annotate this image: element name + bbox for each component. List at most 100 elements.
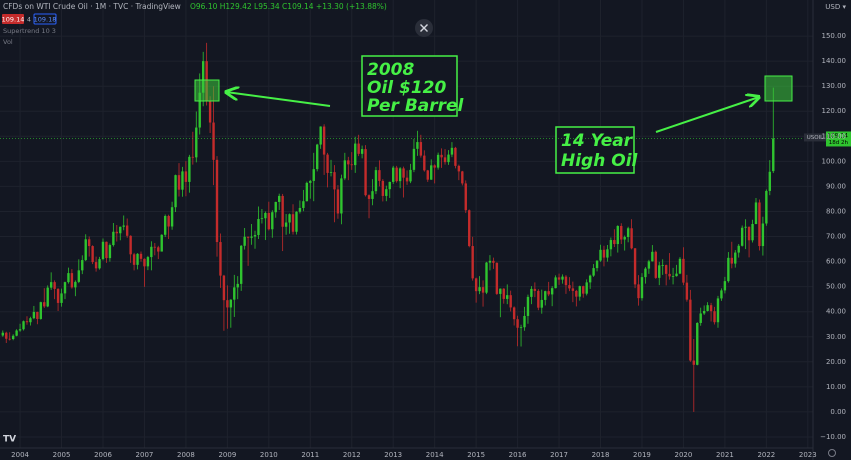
x-tick-label: 2013 xyxy=(384,451,402,459)
candle-body xyxy=(329,172,333,173)
candle-body xyxy=(354,143,357,166)
logo[interactable]: TV xyxy=(3,435,16,445)
candle-body xyxy=(302,201,305,208)
buy-price[interactable]: 109.18 xyxy=(34,16,57,24)
candle-body xyxy=(620,226,623,240)
candle-body xyxy=(471,246,474,279)
candle-body xyxy=(84,239,87,261)
currency-label[interactable]: USD ▾ xyxy=(825,3,846,11)
last-price-label: 109.14 xyxy=(827,132,848,139)
y-tick-label: −10.00 xyxy=(820,433,846,441)
candle-body xyxy=(74,281,77,288)
candle-body xyxy=(661,265,664,266)
candle-body xyxy=(150,246,153,258)
candle-body xyxy=(626,228,630,238)
candle-body xyxy=(46,287,49,307)
candle-body xyxy=(25,321,29,323)
candle-body xyxy=(246,236,250,238)
candle-body xyxy=(433,165,436,168)
candle-body xyxy=(405,177,409,182)
candle-body xyxy=(692,360,695,365)
y-tick-label: 100.00 xyxy=(822,157,847,165)
candle-body xyxy=(67,273,70,283)
candle-body xyxy=(212,122,215,160)
candle-body xyxy=(416,142,419,149)
candle-body xyxy=(195,127,198,158)
grid xyxy=(0,0,813,448)
candle-body xyxy=(547,291,550,295)
candle-body xyxy=(181,171,184,190)
candle-body xyxy=(347,160,350,165)
candle-body xyxy=(378,170,381,181)
annotation: 2008 xyxy=(367,60,414,80)
candle-body xyxy=(765,190,768,224)
candle-body xyxy=(360,149,364,154)
candle-body xyxy=(312,169,315,181)
candle-body xyxy=(720,290,723,299)
candle-body xyxy=(295,211,298,232)
annotation-box xyxy=(555,126,635,174)
candle-body xyxy=(157,247,160,252)
candle-body xyxy=(640,277,644,299)
candle-body xyxy=(15,330,18,336)
highlight-box xyxy=(194,79,220,102)
candle-body xyxy=(271,212,274,230)
x-tick-label: 2005 xyxy=(53,451,71,459)
candle-body xyxy=(29,318,32,323)
indicator-label[interactable]: Supertrend 10 3 xyxy=(3,27,56,35)
candle-body xyxy=(730,257,734,264)
candle-body xyxy=(153,246,157,248)
candle-body xyxy=(540,299,543,308)
candle-body xyxy=(671,276,675,277)
candle-body xyxy=(298,207,302,212)
candle-body xyxy=(198,92,201,128)
candle-body xyxy=(485,262,488,293)
candle-body xyxy=(509,295,512,308)
candle-body xyxy=(737,245,740,253)
candle-body xyxy=(744,226,747,228)
x-tick-label: 2006 xyxy=(94,451,112,459)
spread: 4 xyxy=(27,16,31,24)
candle-body xyxy=(340,178,343,214)
candle-body xyxy=(599,249,602,261)
candle-body xyxy=(316,144,319,170)
candle-body xyxy=(350,164,353,166)
candle-body xyxy=(430,165,433,180)
candle-body xyxy=(582,286,585,294)
candle-body xyxy=(647,261,651,269)
x-tick-label: 2007 xyxy=(136,451,154,459)
candle-body xyxy=(716,298,720,323)
candle-body xyxy=(772,138,775,172)
candle-body xyxy=(229,299,233,308)
candle-body xyxy=(385,189,388,196)
candle-body xyxy=(616,226,619,245)
x-tick-label: 2019 xyxy=(633,451,651,459)
sell-button[interactable] xyxy=(2,14,24,24)
x-tick-label: 2023 xyxy=(799,451,817,459)
candle-body xyxy=(336,189,340,214)
candle-body xyxy=(333,172,336,190)
candle-body xyxy=(696,322,699,365)
candle-body xyxy=(371,191,374,199)
candle-body xyxy=(5,332,8,339)
symbol-tag: USOIL xyxy=(807,135,824,141)
sell-price[interactable]: 109.14 xyxy=(2,16,25,24)
candle-body xyxy=(533,288,537,291)
buy-button[interactable] xyxy=(33,13,57,25)
candle-body xyxy=(530,288,533,297)
candle-body xyxy=(609,240,613,250)
y-tick-label: 60.00 xyxy=(826,258,846,266)
candle-body xyxy=(1,332,4,336)
settings-icon[interactable] xyxy=(828,449,836,457)
candle-body xyxy=(502,288,505,299)
volume-label[interactable]: Vol xyxy=(3,38,13,46)
arrow xyxy=(226,92,331,107)
candle-body xyxy=(8,338,11,340)
candle-body xyxy=(233,287,236,300)
candle-body xyxy=(77,270,81,282)
candle-body xyxy=(22,321,25,330)
candle-body xyxy=(702,310,706,314)
candle-body xyxy=(654,251,657,278)
candle-body xyxy=(443,157,447,163)
